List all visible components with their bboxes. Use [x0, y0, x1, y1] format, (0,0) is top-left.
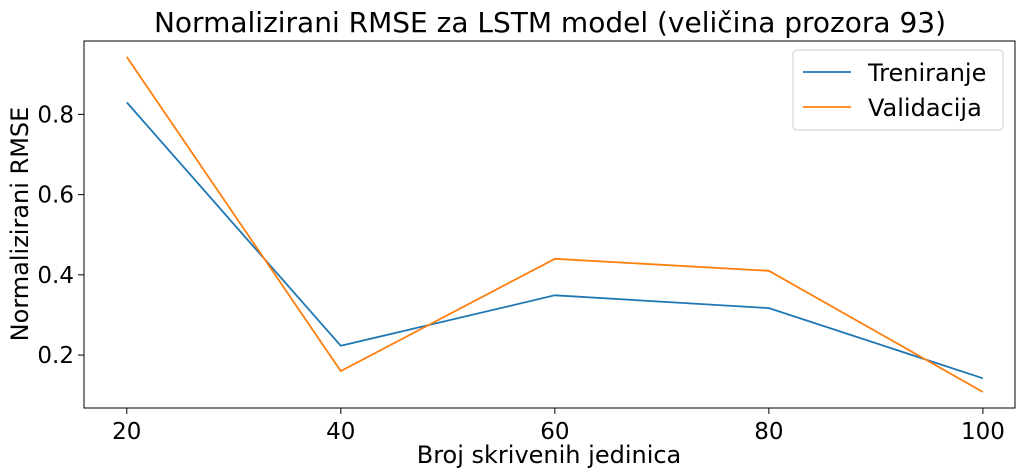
x-axis-label: Broj skrivenih jedinica [417, 441, 682, 469]
x-tick-label: 100 [961, 419, 1005, 445]
y-tick-label: 0.2 [37, 343, 74, 369]
legend-label-2: Validacija [868, 94, 982, 122]
x-tick-label: 40 [326, 419, 355, 445]
legend-label-1: Treniranje [867, 59, 986, 87]
legend: Treniranje Validacija [792, 49, 1004, 131]
series-line-2 [126, 56, 984, 393]
series-line-1 [126, 101, 984, 380]
plot-frame [83, 40, 1016, 409]
y-axis-ticks: 0.2 0.4 0.6 0.8 [37, 102, 84, 369]
chart-title: Normalizirani RMSE za LSTM model (veliči… [154, 6, 946, 39]
legend-box [792, 49, 1004, 131]
y-tick-label: 0.4 [37, 263, 74, 289]
y-tick-label: 0.8 [37, 102, 74, 128]
series-layer [126, 56, 984, 393]
y-tick-label: 0.6 [37, 183, 74, 209]
x-tick-label: 80 [754, 419, 783, 445]
x-axis-ticks: 20 40 60 80 100 [112, 408, 1005, 445]
y-axis-label: Normalizirani RMSE [6, 107, 34, 342]
x-tick-label: 20 [112, 419, 141, 445]
x-tick-label: 60 [540, 419, 569, 445]
